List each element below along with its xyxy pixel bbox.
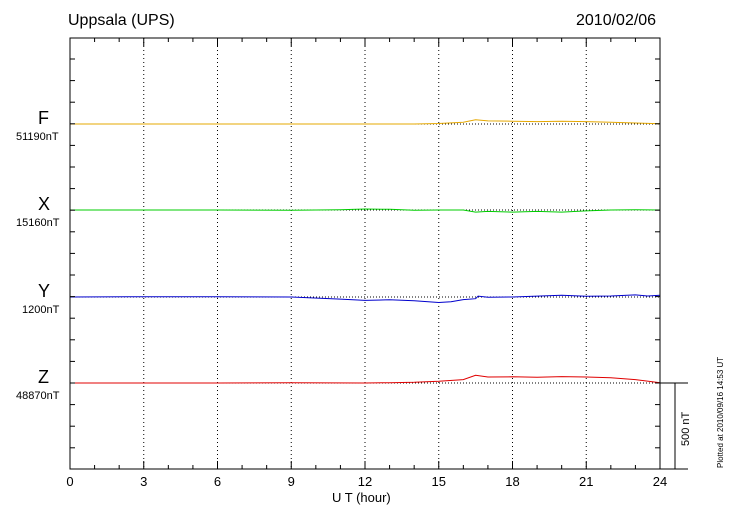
plotted-timestamp: Plotted at 2010/09/16 14:53 UT	[716, 356, 725, 468]
axes	[69, 37, 661, 470]
x-tick-label-6: 6	[213, 474, 222, 489]
series-line-y	[69, 294, 661, 304]
series-line-z	[70, 374, 661, 384]
x-tick-label-12: 12	[357, 474, 373, 489]
x-axis-label: U T (hour)	[332, 490, 391, 505]
chart-date: 2010/02/06	[576, 12, 657, 29]
x-tick-label-3: 3	[140, 474, 148, 489]
baseline-label-x: 15160nT	[16, 217, 60, 229]
series-lines	[69, 119, 661, 384]
x-tick-label-0: 0	[66, 474, 74, 489]
scale-bar-label: 500 nT	[680, 411, 692, 446]
series-label-z: Z	[38, 367, 49, 387]
chart-title: Uppsala (UPS)	[68, 12, 175, 29]
series-line-f	[70, 119, 661, 125]
scale-bar	[660, 382, 688, 470]
x-tick-label-24: 24	[652, 474, 668, 489]
baseline-label-f: 51190nT	[16, 131, 59, 143]
time-gridlines	[143, 38, 587, 469]
series-label-x: X	[38, 194, 51, 214]
x-tick-label-9: 9	[287, 474, 295, 489]
x-tick-label-18: 18	[505, 474, 520, 489]
series-line-x	[70, 208, 661, 213]
baseline-label-z: 48870nT	[16, 390, 60, 402]
baseline-label-y: 1200nT	[22, 304, 60, 316]
series-label-y: Y	[38, 281, 51, 301]
x-tick-label-21: 21	[579, 474, 594, 489]
x-tick-label-15: 15	[431, 474, 447, 489]
series-label-f: F	[38, 108, 49, 128]
